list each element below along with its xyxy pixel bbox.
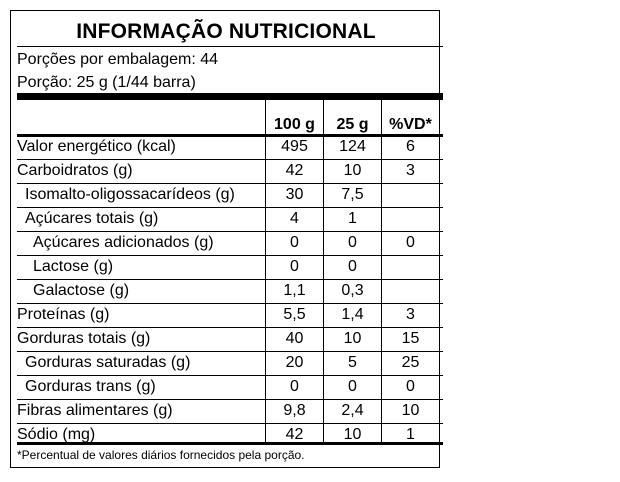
value-per-portion: 1	[348, 210, 357, 227]
nutrition-facts-label: INFORMAÇÃO NUTRICIONAL Porções por embal…	[10, 10, 443, 468]
nutrient-name: Gorduras trans (g)	[25, 378, 156, 395]
nutrient-name: Galactose (g)	[33, 282, 130, 299]
daily-value-footnote: *Percentual de valores diários fornecido…	[17, 448, 305, 462]
row-divider	[17, 303, 443, 304]
value-daily-percent: 6	[406, 138, 415, 155]
nutrient-name: Sódio (mg)	[17, 426, 96, 443]
header-thick-divider	[17, 93, 443, 100]
row-divider	[17, 183, 443, 184]
value-per-100g: 0	[290, 378, 299, 395]
value-per-portion: 7,5	[341, 186, 364, 203]
value-per-100g: 4	[290, 210, 299, 227]
value-per-portion: 10	[343, 330, 362, 347]
portion-size: Porção: 25 g (1/44 barra)	[17, 74, 196, 91]
value-per-100g: 42	[285, 426, 304, 443]
value-per-portion: 5	[348, 354, 357, 371]
nutrient-name: Lactose (g)	[33, 258, 114, 275]
column-header-daily-value: %VD*	[389, 116, 432, 133]
value-per-100g: 30	[285, 186, 304, 203]
value-per-portion: 10	[343, 162, 362, 179]
value-daily-percent: 0	[406, 378, 415, 395]
value-daily-percent: 10	[401, 402, 420, 419]
value-per-100g: 1,1	[283, 282, 306, 299]
nutrient-name: Valor energético (kcal)	[17, 138, 176, 155]
row-divider	[17, 255, 443, 256]
row-divider	[17, 159, 443, 160]
row-divider	[17, 423, 443, 424]
value-per-100g: 495	[281, 138, 308, 155]
value-per-100g: 5,5	[283, 306, 306, 323]
nutrient-name: Gorduras totais (g)	[17, 330, 151, 347]
value-per-100g: 42	[285, 162, 304, 179]
value-per-portion: 124	[339, 138, 366, 155]
value-daily-percent: 3	[406, 306, 415, 323]
value-per-portion: 0	[348, 378, 357, 395]
column-divider	[323, 100, 324, 443]
row-divider	[17, 207, 443, 208]
value-per-portion: 2,4	[341, 402, 364, 419]
row-divider	[17, 375, 443, 376]
value-daily-percent: 1	[406, 426, 415, 443]
value-per-portion: 0	[348, 234, 357, 251]
value-per-portion: 0,3	[341, 282, 364, 299]
label-title: INFORMAÇÃO NUTRICIONAL	[76, 20, 376, 43]
column-header-100g: 100 g	[274, 116, 315, 133]
nutrient-name: Açúcares adicionados (g)	[33, 234, 214, 251]
value-per-100g: 0	[290, 258, 299, 275]
title-divider	[17, 46, 443, 47]
nutrient-name: Carboidratos (g)	[17, 162, 133, 179]
value-daily-percent: 0	[406, 234, 415, 251]
nutrient-name: Açúcares totais (g)	[25, 210, 159, 227]
value-daily-percent: 25	[401, 354, 420, 371]
value-per-100g: 9,8	[283, 402, 306, 419]
row-divider	[17, 399, 443, 400]
value-daily-percent: 15	[401, 330, 420, 347]
nutrient-name: Fibras alimentares (g)	[17, 402, 173, 419]
column-divider	[265, 100, 266, 443]
value-per-100g: 0	[290, 234, 299, 251]
value-per-100g: 20	[285, 354, 304, 371]
column-divider	[381, 100, 382, 443]
nutrient-name: Gorduras saturadas (g)	[25, 354, 191, 371]
row-divider	[17, 231, 443, 232]
value-per-portion: 1,4	[341, 306, 364, 323]
value-daily-percent: 3	[406, 162, 415, 179]
row-divider	[17, 279, 443, 280]
value-per-portion: 10	[343, 426, 362, 443]
row-divider	[17, 351, 443, 352]
column-header-divider	[17, 134, 443, 137]
value-per-100g: 40	[285, 330, 304, 347]
nutrient-name: Proteínas (g)	[17, 306, 110, 323]
value-per-portion: 0	[348, 258, 357, 275]
nutrient-name: Isomalto-oligossacarídeos (g)	[25, 186, 235, 203]
servings-per-package: Porções por embalagem: 44	[17, 51, 218, 68]
row-divider	[17, 327, 443, 328]
table-bottom-divider	[17, 442, 443, 445]
column-header-25g: 25 g	[336, 116, 369, 133]
